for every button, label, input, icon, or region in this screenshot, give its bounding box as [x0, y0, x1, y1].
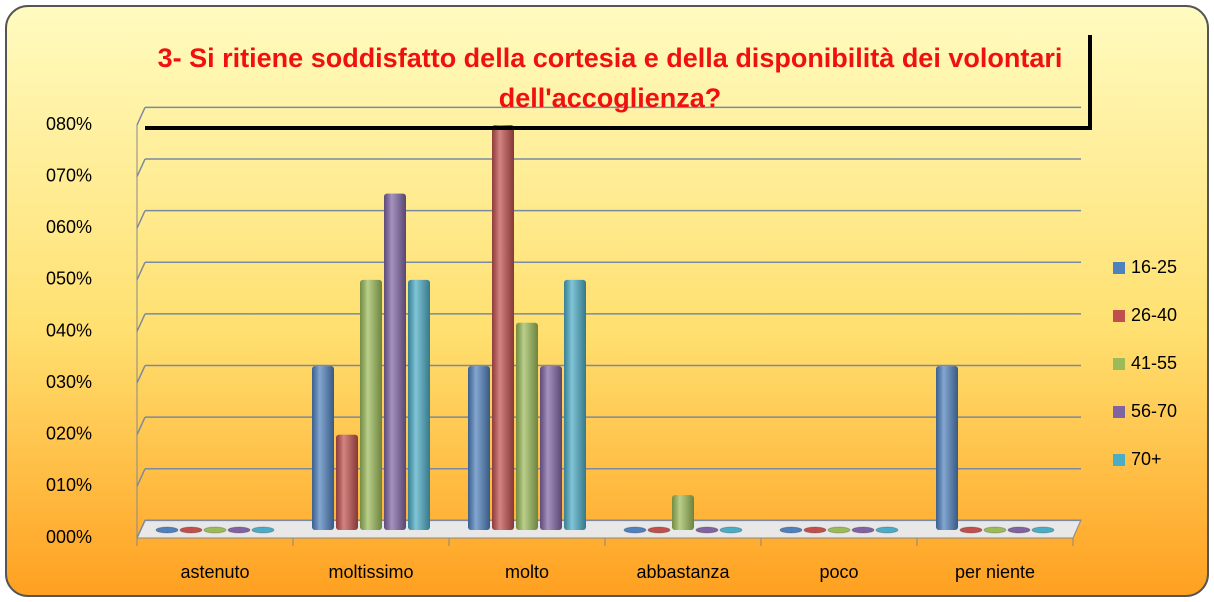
- bar: [803, 526, 827, 534]
- grid-line: [136, 313, 146, 332]
- bar-group: [540, 366, 562, 530]
- bar: [983, 526, 1007, 534]
- x-tick-label: molto: [505, 562, 549, 582]
- bar-group: [672, 495, 694, 530]
- legend-label: 56-70: [1131, 401, 1177, 421]
- grid-line: [136, 261, 146, 281]
- bar-shade: [564, 279, 586, 530]
- bar: [779, 526, 803, 534]
- bar: [875, 526, 899, 534]
- bar: [647, 526, 671, 534]
- legend-label: 41-55: [1131, 353, 1177, 373]
- legend-swatch: [1113, 310, 1125, 322]
- bar-group: [564, 279, 586, 530]
- chart-title: 3- Si ritiene soddisfatto della cortesia…: [157, 43, 1063, 113]
- legend-label: 16-25: [1131, 257, 1177, 277]
- bar-group: [492, 125, 514, 530]
- x-tick-label: moltissimo: [328, 562, 413, 582]
- grid-line: [136, 520, 146, 539]
- bar: [251, 526, 275, 534]
- bar-group: [384, 193, 406, 530]
- legend-label: 26-40: [1131, 305, 1177, 325]
- x-tick-label: per niente: [955, 562, 1035, 582]
- bar-shade: [336, 434, 358, 530]
- bar: [827, 526, 851, 534]
- bar: [851, 526, 875, 534]
- y-tick-label: 010%: [46, 475, 92, 495]
- bar-group: [360, 279, 382, 530]
- bar-group: [336, 434, 358, 530]
- bar: [227, 526, 251, 534]
- bar-shade: [672, 495, 694, 530]
- grid-line: [136, 210, 146, 229]
- legend-swatch: [1113, 454, 1125, 466]
- bar: [1007, 526, 1031, 534]
- bar: [695, 526, 719, 534]
- bar-group: [936, 366, 958, 530]
- bar: [623, 526, 647, 534]
- legend-swatch: [1113, 358, 1125, 370]
- bar-shade: [936, 366, 958, 530]
- y-tick-label: 030%: [46, 372, 92, 392]
- legend-swatch: [1113, 406, 1125, 418]
- grid-line: [136, 365, 146, 384]
- x-tick-label: abbastanza: [636, 562, 730, 582]
- bar-shade: [384, 193, 406, 530]
- bar: [719, 526, 743, 534]
- bar-group: [312, 366, 334, 530]
- bar: [1031, 526, 1055, 534]
- y-tick-label: 060%: [46, 217, 92, 237]
- bar: [179, 526, 203, 534]
- bar-shade: [360, 279, 382, 530]
- grid-line: [136, 158, 146, 177]
- y-tick-label: 050%: [46, 269, 92, 289]
- y-tick-label: 000%: [46, 527, 92, 547]
- bar: [203, 526, 227, 534]
- bar-group: [468, 366, 490, 530]
- y-tick-label: 070%: [46, 165, 92, 185]
- bar-shade: [516, 322, 538, 530]
- bar-shade: [468, 366, 490, 530]
- grid-line: [136, 107, 146, 126]
- x-tick-label: poco: [819, 562, 858, 582]
- grid-line: [136, 416, 146, 436]
- bar-group: [408, 279, 430, 530]
- legend-swatch: [1113, 262, 1125, 274]
- y-tick-label: 080%: [46, 114, 92, 134]
- bar: [155, 526, 179, 534]
- legend-label: 70+: [1131, 449, 1162, 469]
- grid-line: [136, 468, 146, 487]
- bar: [959, 526, 983, 534]
- x-tick-label: astenuto: [180, 562, 249, 582]
- y-tick-label: 040%: [46, 320, 92, 340]
- background: [5, 5, 1209, 597]
- y-tick-label: 020%: [46, 424, 92, 444]
- bar-shade: [540, 366, 562, 530]
- bar-group: [516, 322, 538, 530]
- bar-shade: [312, 366, 334, 530]
- bar-shade: [492, 125, 514, 530]
- bar-shade: [408, 279, 430, 530]
